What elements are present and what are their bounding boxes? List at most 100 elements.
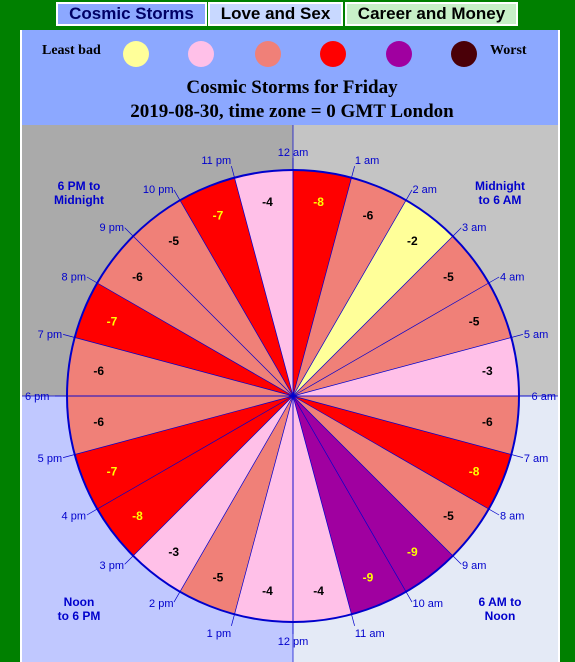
sector-12 (234, 396, 293, 622)
hour-divider-20 (86, 276, 294, 397)
sector-11 (293, 396, 352, 622)
legend-dot-4 (320, 41, 346, 67)
quadrant-label-top-left-0: 6 PM to (58, 179, 101, 193)
hour-label-2: 2 am (413, 184, 437, 196)
hour-divider-19 (63, 334, 294, 397)
value-label-7: -8 (469, 465, 480, 479)
sector-16 (74, 396, 293, 509)
hour-divider-1 (292, 166, 355, 397)
value-label-21: -5 (168, 234, 179, 248)
sector-15 (97, 396, 293, 556)
hour-divider-21 (124, 227, 294, 397)
sector-21 (133, 200, 293, 396)
hour-label-5: 5 am (524, 329, 548, 341)
legend-dot-2 (188, 41, 214, 67)
tab-love-and-sex[interactable]: Love and Sex (208, 2, 343, 26)
sector-2 (293, 200, 453, 396)
legend-dot-6 (451, 41, 477, 67)
tab-cosmic-storms[interactable]: Cosmic Storms (56, 2, 207, 26)
hour-label-9: 9 am (462, 560, 486, 572)
hour-label-7: 7 am (524, 453, 548, 465)
hour-divider-15 (124, 395, 294, 565)
hour-divider-14 (173, 395, 294, 603)
value-label-4: -5 (469, 314, 480, 328)
quadrant-label-bottom-right-1: Noon (485, 609, 516, 623)
hour-divider-3 (292, 227, 462, 397)
hour-label-12: 12 pm (278, 636, 309, 648)
hour-label-11: 11 am (355, 628, 385, 640)
clock-circle (66, 169, 520, 623)
sector-3 (293, 236, 489, 396)
sector-0 (293, 170, 352, 396)
hour-divider-5 (292, 334, 523, 397)
quadrant-label-bottom-left-0: Noon (64, 595, 95, 609)
hour-label-4: 4 am (500, 272, 524, 284)
value-label-16: -7 (107, 465, 118, 479)
tab-career-and-money[interactable]: Career and Money (345, 2, 518, 26)
value-label-17: -6 (93, 415, 104, 429)
value-label-6: -6 (482, 415, 493, 429)
sector-20 (97, 236, 293, 396)
hour-label-21: 9 pm (100, 222, 124, 234)
value-label-8: -5 (443, 509, 454, 523)
quadrant-label-bottom-left-1: to 6 PM (58, 609, 101, 623)
hour-label-1: 1 am (355, 155, 379, 167)
quadrant-label-top-left-1: Midnight (54, 193, 104, 207)
hour-divider-11 (292, 395, 355, 626)
hour-label-16: 4 pm (62, 511, 86, 523)
sector-7 (293, 396, 512, 509)
value-label-0: -8 (313, 195, 324, 209)
value-label-2: -2 (407, 234, 418, 248)
value-label-19: -7 (107, 314, 118, 328)
legend-worst-label: Worst (490, 43, 527, 58)
sector-1 (293, 177, 406, 396)
value-label-14: -3 (168, 545, 179, 559)
hour-label-15: 3 pm (100, 560, 124, 572)
hour-label-10: 10 am (413, 598, 444, 610)
value-label-12: -4 (262, 584, 273, 598)
hour-label-20: 8 pm (62, 272, 86, 284)
main-panel: Least bad Worst Cosmic Storms for Friday… (20, 30, 560, 662)
sector-10 (293, 396, 406, 615)
sector-14 (133, 396, 293, 592)
hour-divider-10 (292, 395, 413, 603)
sector-9 (293, 396, 453, 592)
legend: Least bad Worst (22, 36, 562, 67)
sector-18 (67, 337, 293, 396)
sector-23 (234, 170, 293, 396)
hour-label-0: 12 am (278, 147, 309, 159)
quadrant-label-bottom-right-0: 6 AM to (479, 595, 522, 609)
sector-5 (293, 337, 519, 396)
hour-divider-16 (86, 395, 294, 516)
hour-label-3: 3 am (462, 222, 486, 234)
sector-19 (74, 283, 293, 396)
quadrant-label-top-right-0: Midnight (475, 179, 525, 193)
value-label-23: -4 (262, 195, 273, 209)
chart-subtitle: 2019-08-30, time zone = 0 GMT London (130, 101, 454, 122)
sector-6 (293, 396, 519, 455)
hour-divider-7 (292, 395, 523, 458)
value-label-10: -9 (363, 571, 374, 585)
quadrant-label-top-right-1: to 6 AM (479, 193, 522, 207)
hour-divider-22 (173, 189, 294, 397)
hour-label-17: 5 pm (38, 453, 62, 465)
hour-label-13: 1 pm (207, 628, 231, 640)
hour-divider-9 (292, 395, 462, 565)
hour-divider-17 (63, 395, 294, 458)
hour-label-19: 7 pm (38, 329, 62, 341)
hour-label-22: 10 pm (143, 184, 174, 196)
hour-divider-8 (292, 395, 500, 516)
hour-label-18: 6 pm (25, 391, 49, 403)
sector-8 (293, 396, 489, 556)
tab-bar: Cosmic Storms Love and Sex Career and Mo… (0, 0, 575, 28)
legend-least-bad-label: Least bad (42, 43, 101, 58)
hour-label-8: 8 am (500, 511, 524, 523)
value-label-1: -6 (363, 208, 374, 222)
legend-dot-5 (386, 41, 412, 67)
sector-13 (180, 396, 293, 615)
value-label-3: -5 (443, 270, 454, 284)
sector-4 (293, 283, 512, 396)
value-label-9: -9 (407, 545, 418, 559)
hour-divider-2 (292, 189, 413, 397)
hour-divider-23 (231, 166, 294, 397)
